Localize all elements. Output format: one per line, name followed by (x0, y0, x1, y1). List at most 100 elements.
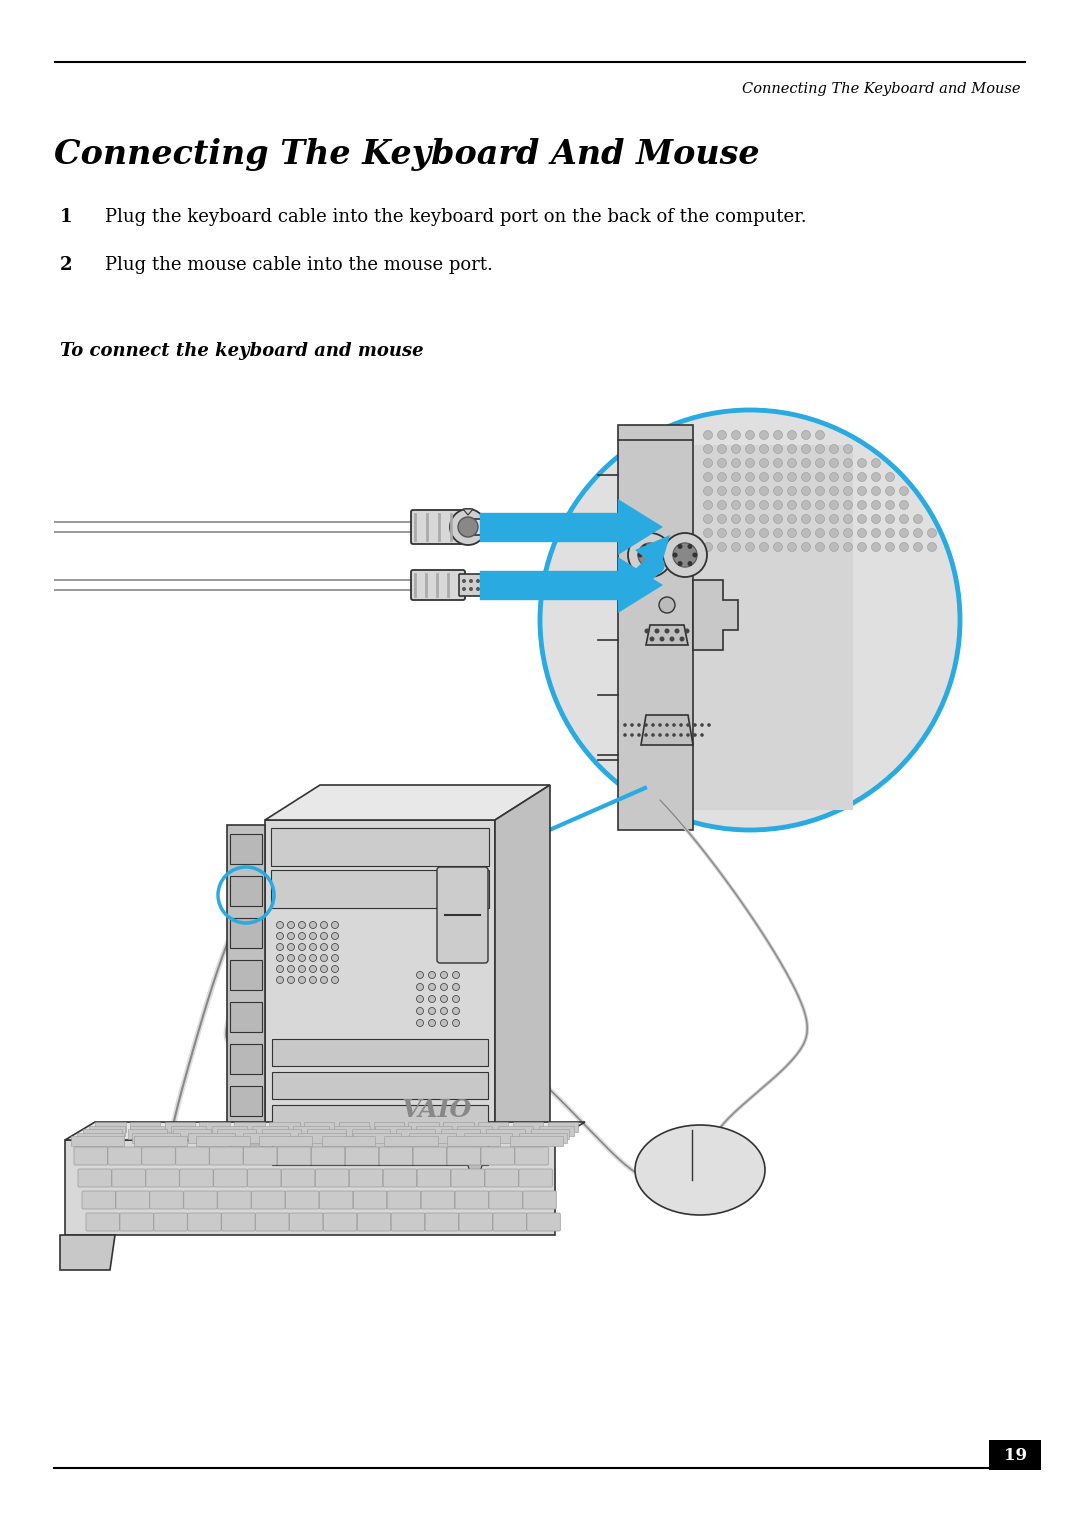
Circle shape (429, 972, 435, 978)
FancyBboxPatch shape (271, 828, 489, 866)
Circle shape (731, 529, 741, 538)
Circle shape (886, 543, 894, 552)
Circle shape (623, 734, 626, 737)
Polygon shape (464, 1132, 512, 1143)
Circle shape (476, 579, 480, 584)
Polygon shape (127, 1129, 166, 1139)
Circle shape (787, 514, 797, 523)
Circle shape (276, 955, 283, 961)
Polygon shape (618, 556, 663, 612)
Polygon shape (265, 785, 550, 820)
Polygon shape (89, 1125, 124, 1135)
Circle shape (872, 500, 880, 509)
Polygon shape (265, 820, 495, 1190)
Circle shape (441, 972, 447, 978)
Circle shape (673, 552, 677, 558)
FancyBboxPatch shape (518, 1169, 552, 1187)
Circle shape (731, 431, 741, 440)
Circle shape (815, 514, 824, 523)
Polygon shape (253, 1125, 288, 1135)
Circle shape (801, 500, 810, 509)
FancyBboxPatch shape (272, 1105, 488, 1132)
Circle shape (276, 943, 283, 951)
Polygon shape (530, 1129, 569, 1139)
Polygon shape (298, 1132, 346, 1143)
FancyBboxPatch shape (108, 1148, 141, 1164)
FancyBboxPatch shape (421, 1192, 455, 1208)
Polygon shape (83, 1129, 122, 1139)
Circle shape (450, 509, 486, 544)
Circle shape (858, 500, 866, 509)
FancyBboxPatch shape (323, 1213, 356, 1231)
Polygon shape (510, 1137, 563, 1146)
Polygon shape (130, 1125, 165, 1135)
Circle shape (815, 500, 824, 509)
Circle shape (490, 579, 494, 584)
FancyBboxPatch shape (411, 570, 465, 600)
Circle shape (886, 500, 894, 509)
Circle shape (703, 543, 713, 552)
Circle shape (858, 473, 866, 482)
Circle shape (441, 984, 447, 990)
Circle shape (417, 996, 423, 1002)
Circle shape (631, 734, 634, 737)
Circle shape (453, 984, 459, 990)
Text: Plug the mouse cable into the mouse port.: Plug the mouse cable into the mouse port… (105, 256, 492, 274)
Circle shape (843, 543, 852, 552)
Circle shape (429, 984, 435, 990)
Polygon shape (548, 1122, 578, 1132)
Circle shape (686, 723, 690, 726)
Polygon shape (71, 1137, 124, 1146)
Circle shape (276, 966, 283, 972)
Circle shape (815, 473, 824, 482)
Circle shape (417, 1019, 423, 1026)
Polygon shape (262, 1129, 301, 1139)
Circle shape (858, 543, 866, 552)
Polygon shape (200, 1122, 230, 1132)
Polygon shape (642, 716, 693, 744)
Circle shape (872, 514, 880, 523)
Circle shape (872, 473, 880, 482)
Circle shape (679, 734, 683, 737)
Circle shape (872, 543, 880, 552)
Circle shape (731, 487, 741, 496)
FancyBboxPatch shape (272, 1139, 488, 1164)
FancyBboxPatch shape (75, 1148, 107, 1164)
Text: 19: 19 (1003, 1446, 1026, 1463)
FancyBboxPatch shape (230, 1002, 262, 1032)
Circle shape (914, 543, 922, 552)
Circle shape (843, 444, 852, 453)
Circle shape (759, 500, 769, 509)
Circle shape (417, 984, 423, 990)
FancyBboxPatch shape (437, 867, 488, 963)
Circle shape (707, 723, 711, 726)
Circle shape (476, 587, 480, 591)
Polygon shape (447, 1137, 500, 1146)
Circle shape (900, 500, 908, 509)
Circle shape (773, 514, 783, 523)
Polygon shape (498, 1125, 534, 1135)
FancyBboxPatch shape (523, 1192, 556, 1208)
Polygon shape (227, 825, 265, 1186)
Circle shape (638, 543, 662, 567)
Circle shape (658, 723, 662, 726)
Circle shape (829, 529, 838, 538)
FancyBboxPatch shape (271, 870, 489, 908)
Polygon shape (171, 1125, 206, 1135)
Polygon shape (334, 1125, 369, 1135)
Circle shape (276, 976, 283, 984)
Circle shape (453, 972, 459, 978)
Polygon shape (416, 1125, 451, 1135)
Circle shape (664, 629, 670, 634)
Circle shape (651, 734, 654, 737)
Circle shape (298, 932, 306, 940)
Circle shape (688, 544, 692, 549)
Circle shape (773, 431, 783, 440)
Polygon shape (322, 1137, 375, 1146)
Circle shape (773, 444, 783, 453)
Circle shape (298, 943, 306, 951)
Text: Connecting The Keyboard and Mouse: Connecting The Keyboard and Mouse (742, 82, 1020, 96)
FancyBboxPatch shape (82, 1192, 116, 1208)
Circle shape (688, 561, 692, 565)
Circle shape (815, 458, 824, 467)
